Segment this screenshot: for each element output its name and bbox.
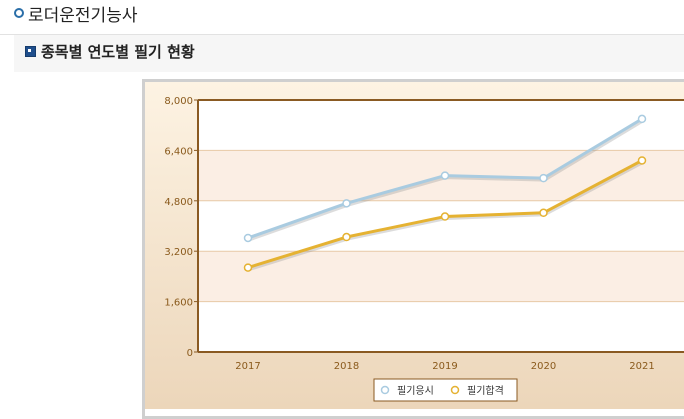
y-tick-label: 6,400 bbox=[164, 146, 193, 157]
x-tick-label: 2018 bbox=[334, 361, 359, 372]
series-2-point bbox=[539, 208, 548, 218]
section-header: 종목별 연도별 필기 현황 bbox=[14, 35, 684, 72]
plot-area: 0 1,600 3,200 4,800 6,400 8,000 2017 2018 2019 20… bbox=[164, 96, 684, 402]
square-bullet-icon bbox=[25, 46, 36, 57]
series-1-point bbox=[539, 173, 548, 183]
y-tick-label: 0 bbox=[187, 348, 193, 359]
chart: 0 1,600 3,200 4,800 6,400 8,000 2017 2018 2019 20… bbox=[145, 82, 684, 409]
series-1-point bbox=[342, 199, 351, 208]
grid-band bbox=[198, 251, 684, 302]
legend: 필기응시 필기합격 bbox=[373, 378, 518, 402]
legend-box bbox=[373, 378, 518, 402]
x-tick-label: 2019 bbox=[432, 361, 457, 372]
circle-bullet-icon bbox=[14, 8, 24, 18]
page-title: 로더운전기능사 bbox=[28, 6, 138, 26]
x-tick-label: 2020 bbox=[531, 361, 556, 372]
legend-marker-1 bbox=[380, 385, 390, 395]
series-2-point bbox=[440, 212, 450, 221]
series-1-point bbox=[440, 171, 450, 180]
legend-label-1: 필기응시 bbox=[397, 385, 434, 397]
x-tick-label: 2021 bbox=[629, 361, 654, 372]
series-2-point bbox=[342, 232, 351, 242]
series-2-point bbox=[243, 263, 253, 272]
y-tick-label: 1,600 bbox=[164, 298, 193, 309]
y-tick-label: 3,200 bbox=[164, 247, 193, 258]
series-2-point bbox=[637, 156, 647, 165]
legend-label-2: 필기합격 bbox=[467, 384, 504, 397]
legend-marker-2 bbox=[450, 385, 460, 395]
section-title: 종목별 연도별 필기 현황 bbox=[41, 43, 195, 61]
page-header: 로더운전기능사 bbox=[0, 0, 684, 35]
y-tick-label: 4,800 bbox=[164, 197, 193, 208]
series-1-point bbox=[243, 233, 253, 243]
series-1-point bbox=[637, 114, 647, 124]
y-tick-label: 8,000 bbox=[164, 96, 193, 107]
x-tick-label: 2017 bbox=[235, 361, 260, 372]
